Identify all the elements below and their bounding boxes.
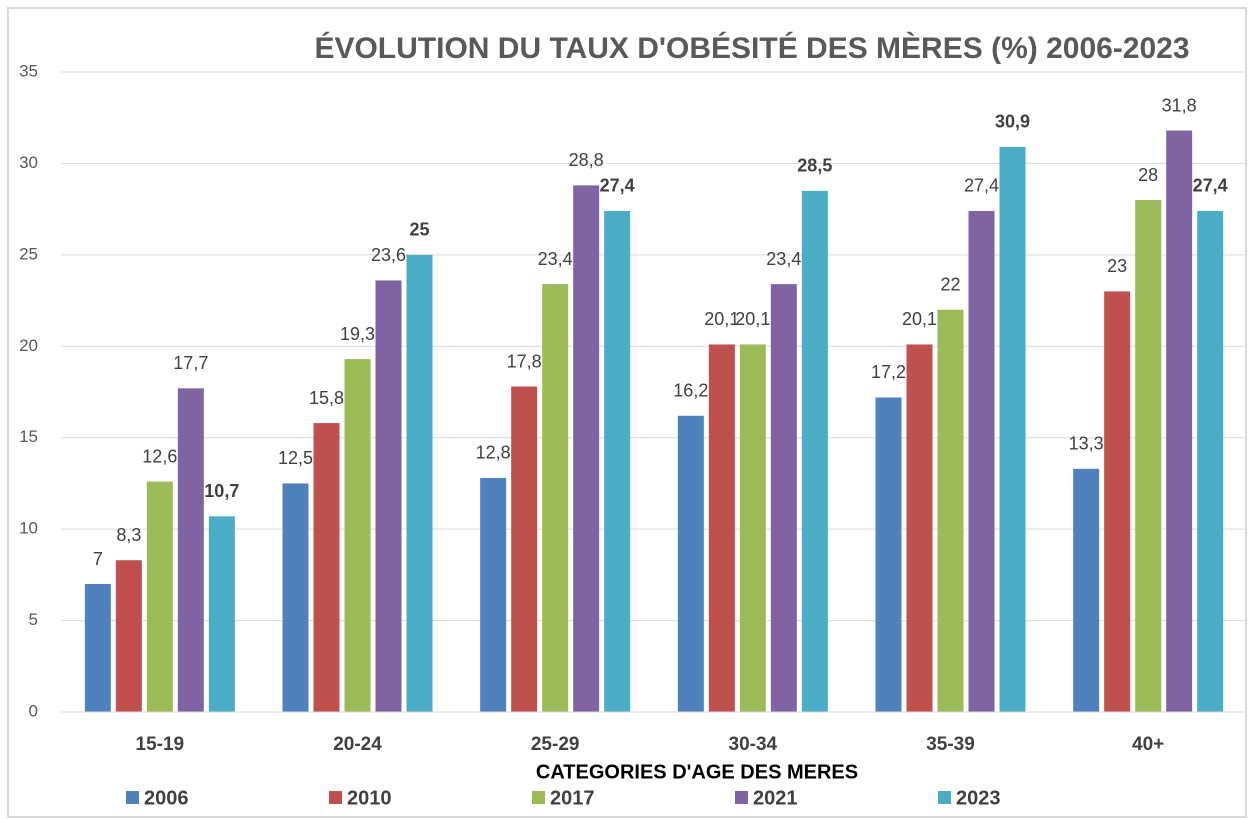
- legend-label: 2023: [956, 787, 1001, 809]
- data-label: 19,3: [340, 324, 375, 344]
- x-tick-label: 15-19: [136, 734, 185, 755]
- chart-title: ÉVOLUTION DU TAUX D'OBÉSITÉ DES MÈRES (%…: [314, 31, 1189, 65]
- y-tick-label: 0: [29, 701, 38, 720]
- x-tick-label: 25-29: [531, 734, 580, 755]
- y-tick-label: 10: [19, 519, 38, 538]
- legend-swatch: [938, 791, 951, 804]
- y-tick-label: 30: [19, 153, 38, 172]
- bar: [480, 477, 507, 712]
- bar: [801, 190, 828, 712]
- bar: [146, 481, 173, 712]
- bar: [115, 560, 142, 712]
- data-label: 17,2: [871, 362, 906, 382]
- data-label: 13,3: [1069, 434, 1104, 454]
- data-label: 28: [1138, 165, 1158, 185]
- data-label: 27,4: [964, 176, 999, 196]
- data-label: 27,4: [1193, 176, 1228, 196]
- data-label: 20,1: [704, 309, 739, 329]
- bar: [375, 280, 402, 712]
- data-label: 22: [940, 274, 960, 294]
- bar: [84, 584, 111, 712]
- bar: [770, 284, 797, 712]
- data-label: 28,5: [797, 156, 832, 176]
- data-label: 23,4: [538, 249, 573, 269]
- data-label: 15,8: [309, 388, 344, 408]
- data-label: 12,5: [278, 448, 313, 468]
- bar: [344, 359, 371, 712]
- data-label: 28,8: [569, 150, 604, 170]
- y-tick-label: 25: [19, 244, 38, 263]
- x-tick-label: 35-39: [926, 734, 975, 755]
- bar: [1135, 200, 1162, 712]
- bar: [604, 210, 631, 712]
- x-tick-label: 30-34: [729, 734, 778, 755]
- bar: [177, 388, 204, 712]
- data-label: 17,7: [173, 353, 208, 373]
- data-label: 23,6: [371, 245, 406, 265]
- bar: [708, 344, 735, 712]
- data-label: 23,4: [766, 249, 801, 269]
- bar: [1073, 468, 1100, 712]
- data-label: 8,3: [116, 525, 141, 545]
- y-tick-label: 20: [19, 336, 38, 355]
- bar: [313, 423, 340, 712]
- legend-label: 2006: [144, 787, 189, 809]
- y-tick-label: 15: [19, 427, 38, 446]
- legend-swatch: [735, 791, 748, 804]
- bar: [1104, 291, 1131, 712]
- data-label: 12,8: [476, 443, 511, 463]
- data-label: 20,1: [735, 309, 770, 329]
- bar: [968, 210, 995, 712]
- data-label: 31,8: [1162, 95, 1197, 115]
- data-label: 25: [409, 220, 429, 240]
- data-label: 20,1: [902, 309, 937, 329]
- legend-swatch: [532, 791, 545, 804]
- y-tick-label: 35: [19, 61, 38, 80]
- data-label: 23: [1107, 256, 1127, 276]
- data-label: 10,7: [204, 481, 239, 501]
- legend-label: 2010: [347, 787, 392, 809]
- bar: [511, 386, 538, 712]
- bar: [906, 344, 933, 712]
- legend-label: 2017: [550, 787, 595, 809]
- data-label: 16,2: [673, 381, 708, 401]
- bar: [208, 516, 235, 712]
- bar: [573, 185, 600, 712]
- legend-swatch: [126, 791, 139, 804]
- bar: [282, 483, 309, 712]
- bar: [739, 344, 766, 712]
- bar: [1166, 130, 1193, 712]
- data-label: 27,4: [600, 176, 635, 196]
- bar: [875, 397, 902, 712]
- chart-border: [7, 7, 1247, 818]
- bar: [406, 254, 433, 712]
- data-label: 12,6: [142, 446, 177, 466]
- bar: [1197, 210, 1224, 712]
- x-tick-label: 20-24: [333, 734, 382, 755]
- y-tick-label: 5: [29, 610, 38, 629]
- bar: [937, 309, 964, 712]
- bar: [677, 415, 704, 712]
- x-axis-title: CATEGORIES D'AGE DES MERES: [536, 761, 858, 783]
- data-label: 17,8: [507, 351, 542, 371]
- data-label: 7: [93, 549, 103, 569]
- legend-swatch: [329, 791, 342, 804]
- legend-label: 2021: [753, 787, 798, 809]
- bar: [542, 284, 569, 712]
- data-label: 30,9: [995, 112, 1030, 132]
- bar: [999, 146, 1026, 712]
- x-tick-label: 40+: [1132, 734, 1164, 755]
